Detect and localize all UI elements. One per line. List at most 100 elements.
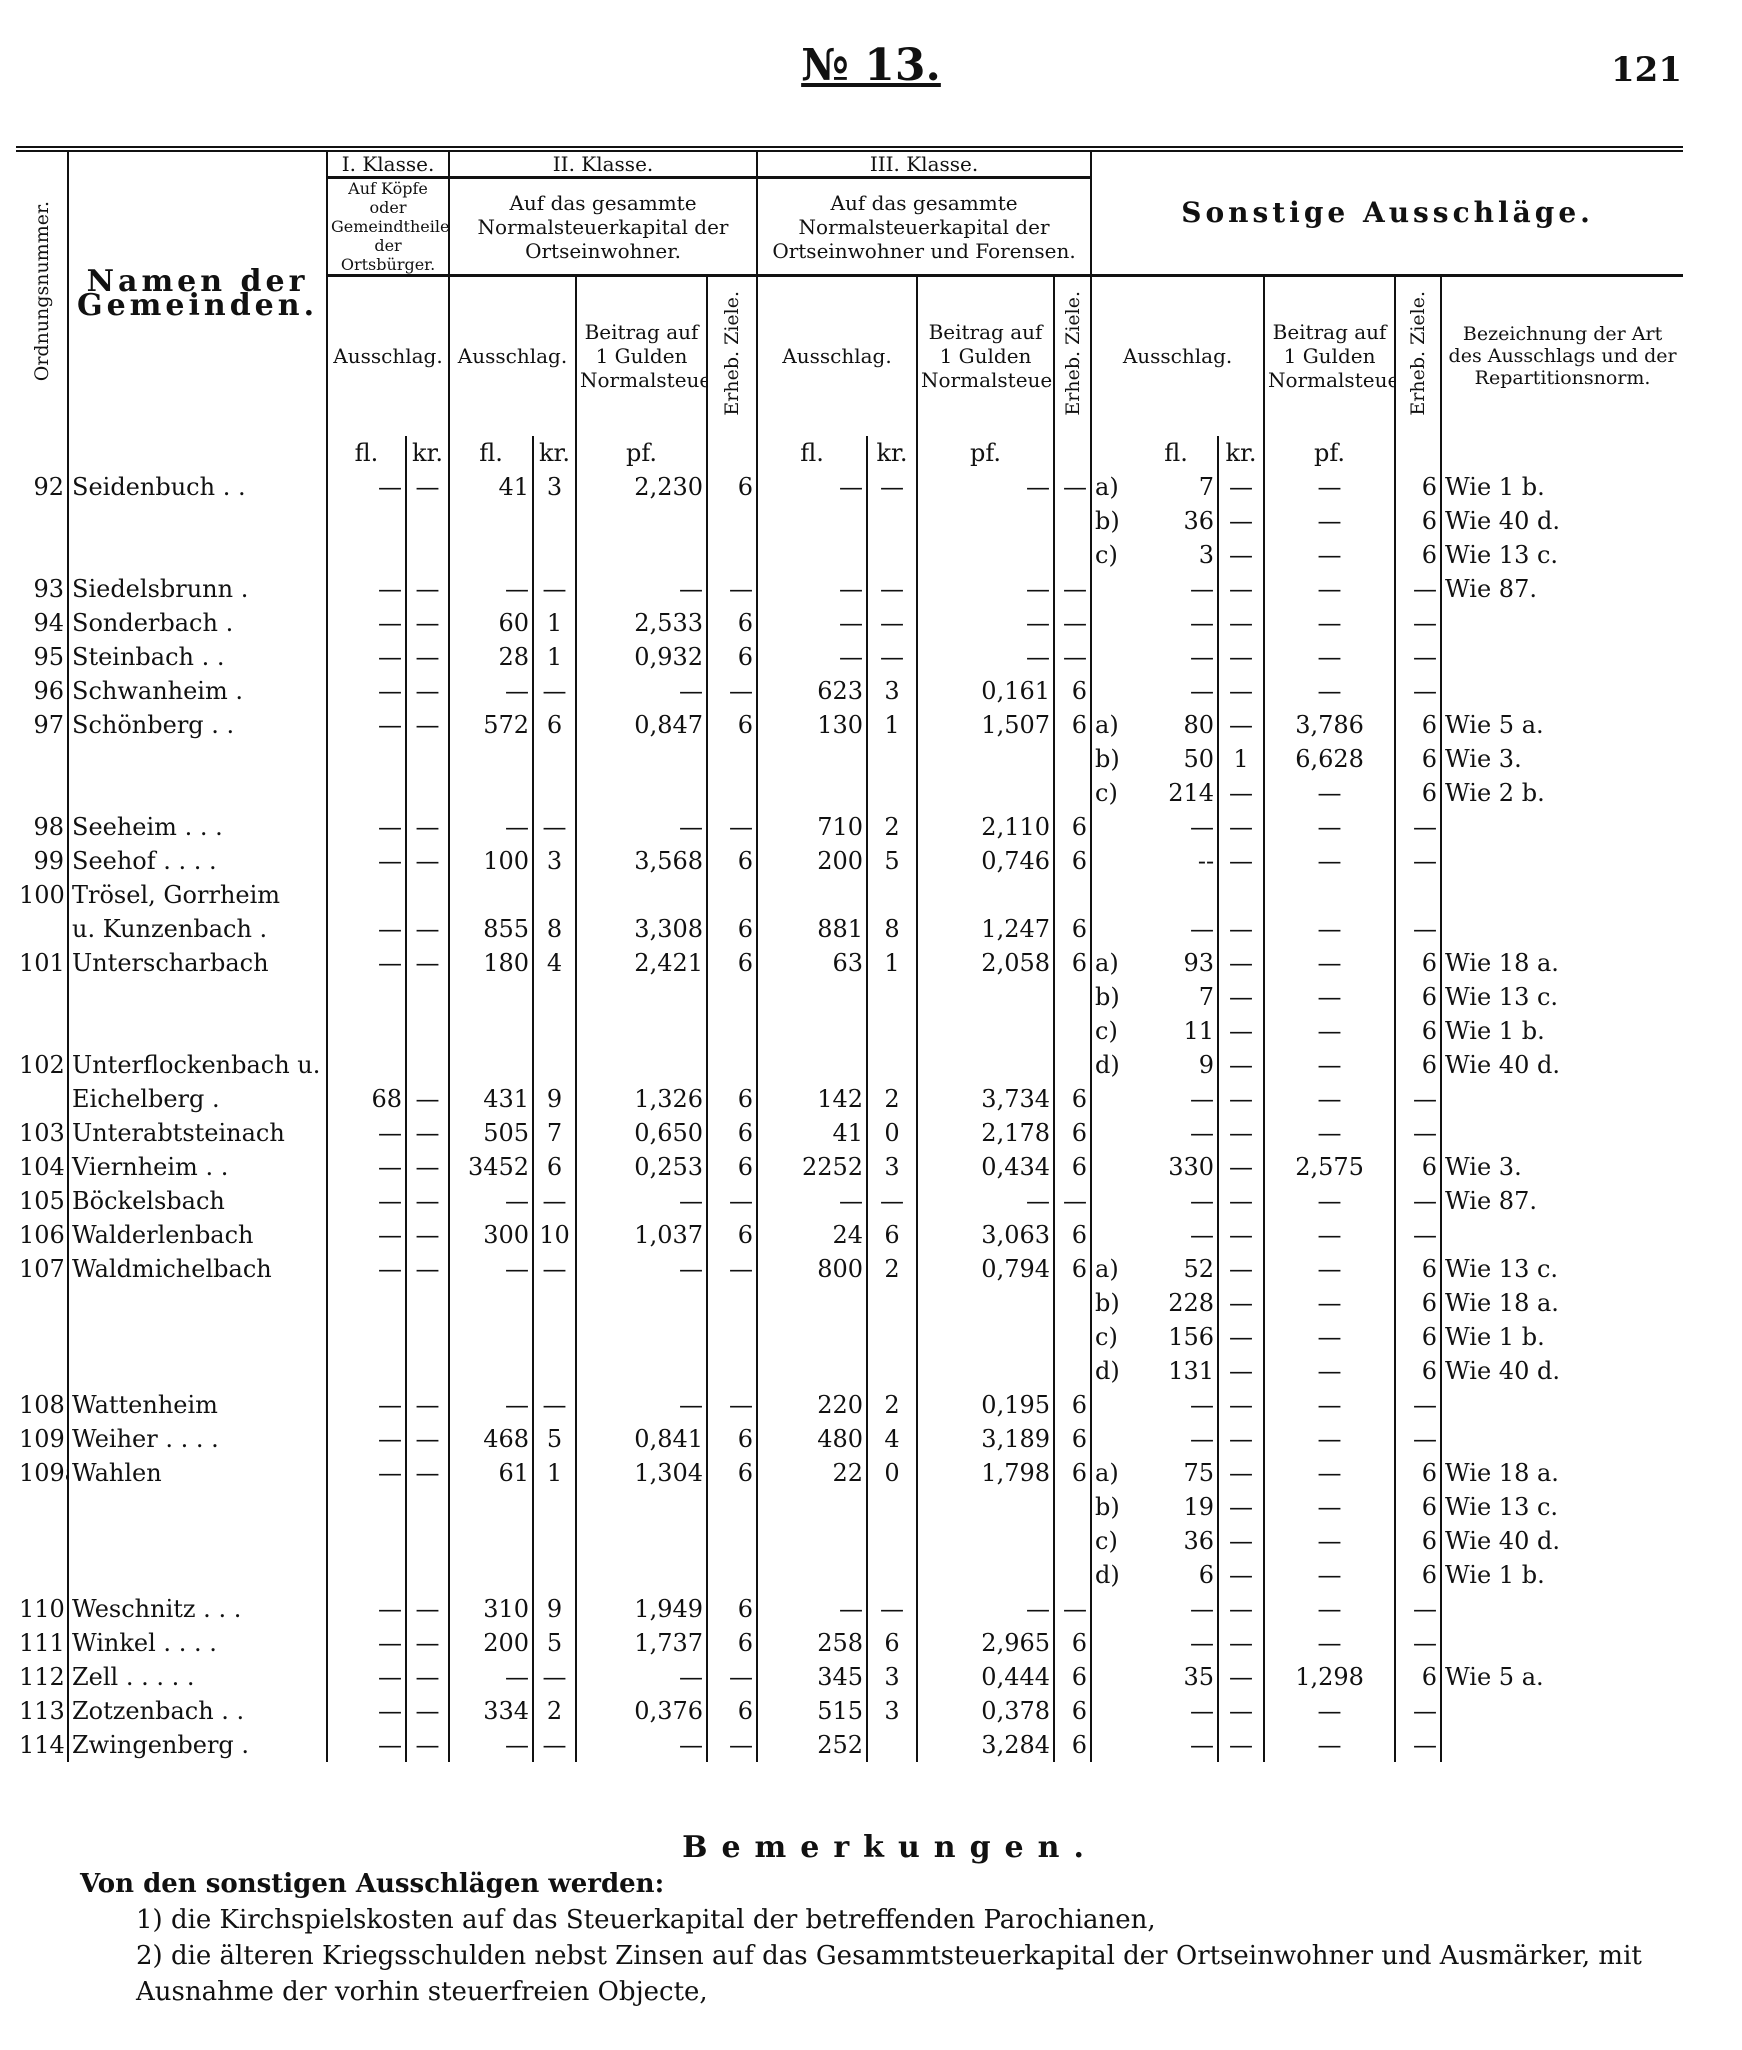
table-cell: — [1053,1591,1092,1626]
table-cell: Wie 18 a. [1440,1455,1684,1490]
unit-cell: fl. [448,435,534,470]
table-cell: — [1263,1625,1396,1660]
table-cell: — [326,1115,406,1150]
table-cell: Zotzenbach . . [67,1693,327,1728]
table-cell: Wie 2 b. [1440,775,1684,810]
table-cell: — [1217,1217,1265,1252]
table-cell: — [404,1659,450,1694]
table-cell: — [1263,537,1396,572]
table-cell: Wie 1 b. [1440,469,1684,504]
table-row: 110 Weschnitz . . . — —310 9 1,949 6— — — — — — — — [16,1591,1684,1626]
table-cell: 1,737 [575,1625,708,1660]
table-cell: Wie 5 a. [1440,1659,1684,1694]
table-cell: — [448,1659,534,1694]
table-cell: — [532,673,577,708]
table-cell: 113 [19,1696,65,1725]
table-cell [326,537,406,572]
table-cell: — [1263,1047,1396,1082]
table-cell: — [1217,1625,1265,1660]
header-cell: Bezeichnung der Art des Ausschlags und d… [1440,275,1684,436]
table-cell: 2 [866,1081,918,1116]
table-cell [756,1047,868,1082]
table-cell: — [706,571,758,606]
header-cell: Erheb. Ziele. [706,275,758,436]
table-cell: — [532,809,577,844]
table-cell: 1,037 [575,1217,708,1252]
table-cell: — [1394,639,1442,674]
table-cell: — [404,1455,450,1490]
table-cell: 0,650 [575,1115,708,1150]
table-cell: 106 [19,1220,65,1249]
table-cell: 8 [866,911,918,946]
table-cell [706,1557,758,1592]
table-cell [1090,1659,1136,1694]
table-cell: — [1394,809,1442,844]
table-cell: — [1263,639,1396,674]
table-cell: 109a [19,1458,68,1487]
table-cell: 3 [866,1693,918,1728]
table-cell: — [532,1183,577,1218]
table-cell: 3 [866,673,918,708]
table-cell [16,1490,68,1524]
header-cell: Namen der Gemeinden. [67,149,327,436]
table-cell: — [326,911,406,946]
table-cell: — [1394,1115,1442,1150]
table-cell: — [326,673,406,708]
table-cell [16,504,68,538]
table-cell [916,1285,1055,1320]
table-cell: 3,568 [575,843,708,878]
table-cell [67,1523,327,1558]
table-cell: — [1217,469,1265,504]
table-cell: — [575,1659,708,1694]
table-cell: 108 [19,1390,65,1419]
table-cell: — [532,571,577,606]
table-row: 103 Unterabtsteinach — —505 7 0,650 6 41 0 2,178 6… [16,1115,1684,1150]
table-cell: — [326,1591,406,1626]
table-cell [575,1047,708,1082]
table-cell: — [1263,1217,1396,1252]
table-cell [16,980,68,1014]
table-cell: — [1190,1696,1215,1725]
table-cell: — [532,1387,577,1422]
table-row: 92 Seidenbuch . . — —41 3 2,230 6— — — — a) 7— —6 Wie… [16,469,1684,504]
table-cell: 6 [1394,1557,1442,1592]
table-cell [706,537,758,572]
table-cell [1090,1183,1136,1218]
table-row: d) 131— —6 Wie 40 d. [16,1353,1684,1388]
table-cell: — [706,1251,758,1286]
table-cell: Winkel . . . . [67,1625,327,1660]
table-cell [448,1285,534,1320]
table-cell [1440,673,1684,708]
table-cell [916,1489,1055,1524]
table-row: 106 Walderlenbach — —300 10 1,037 6 24 6 3,063 6— —… [16,1217,1684,1252]
table-cell [866,1353,918,1388]
table-cell: 6 [706,707,758,742]
table-cell: — [1217,1421,1265,1456]
table-cell: — [575,1387,708,1422]
table-cell: 515 [756,1693,868,1728]
table-cell: 9 [532,1081,577,1116]
remarks-item: 2) die älteren Kriegsschulden nebst Zins… [136,1941,1642,2007]
table-cell: 480 [756,1421,868,1456]
table-cell: 6 [1053,1659,1092,1694]
table-cell: Seehof . . . . [67,843,327,878]
table-row: 102 Unterflockenbach u. d) 9— —6 Wie 40 d. [16,1047,1684,1082]
table-cell: 61 [448,1455,534,1490]
table-cell: Wie 1 b. [1440,1557,1684,1592]
table-cell: 2252 [756,1149,868,1184]
table-cell: 6 [1053,673,1092,708]
table-cell [756,1319,868,1354]
table-cell [448,1489,534,1524]
table-cell: — [326,1251,406,1286]
table-cell: 252 [756,1727,868,1762]
table-cell: 6 [1394,1659,1442,1694]
table-cell: — [1217,1387,1265,1422]
table-cell: 1,949 [575,1591,708,1626]
table-row: 94 Sonderbach . — —60 1 2,533 6— — — — — — — — [16,605,1684,640]
table-cell: 214 [1168,778,1215,807]
header-cell: III. Klasse. [756,149,1092,179]
table-cell: — [756,605,868,640]
levy-table: Ordnungsnummer. Namen der Gemeinden. I. … [16,146,1684,1762]
table-cell: Weschnitz . . . [67,1591,327,1626]
table-cell: 8 [532,911,577,946]
